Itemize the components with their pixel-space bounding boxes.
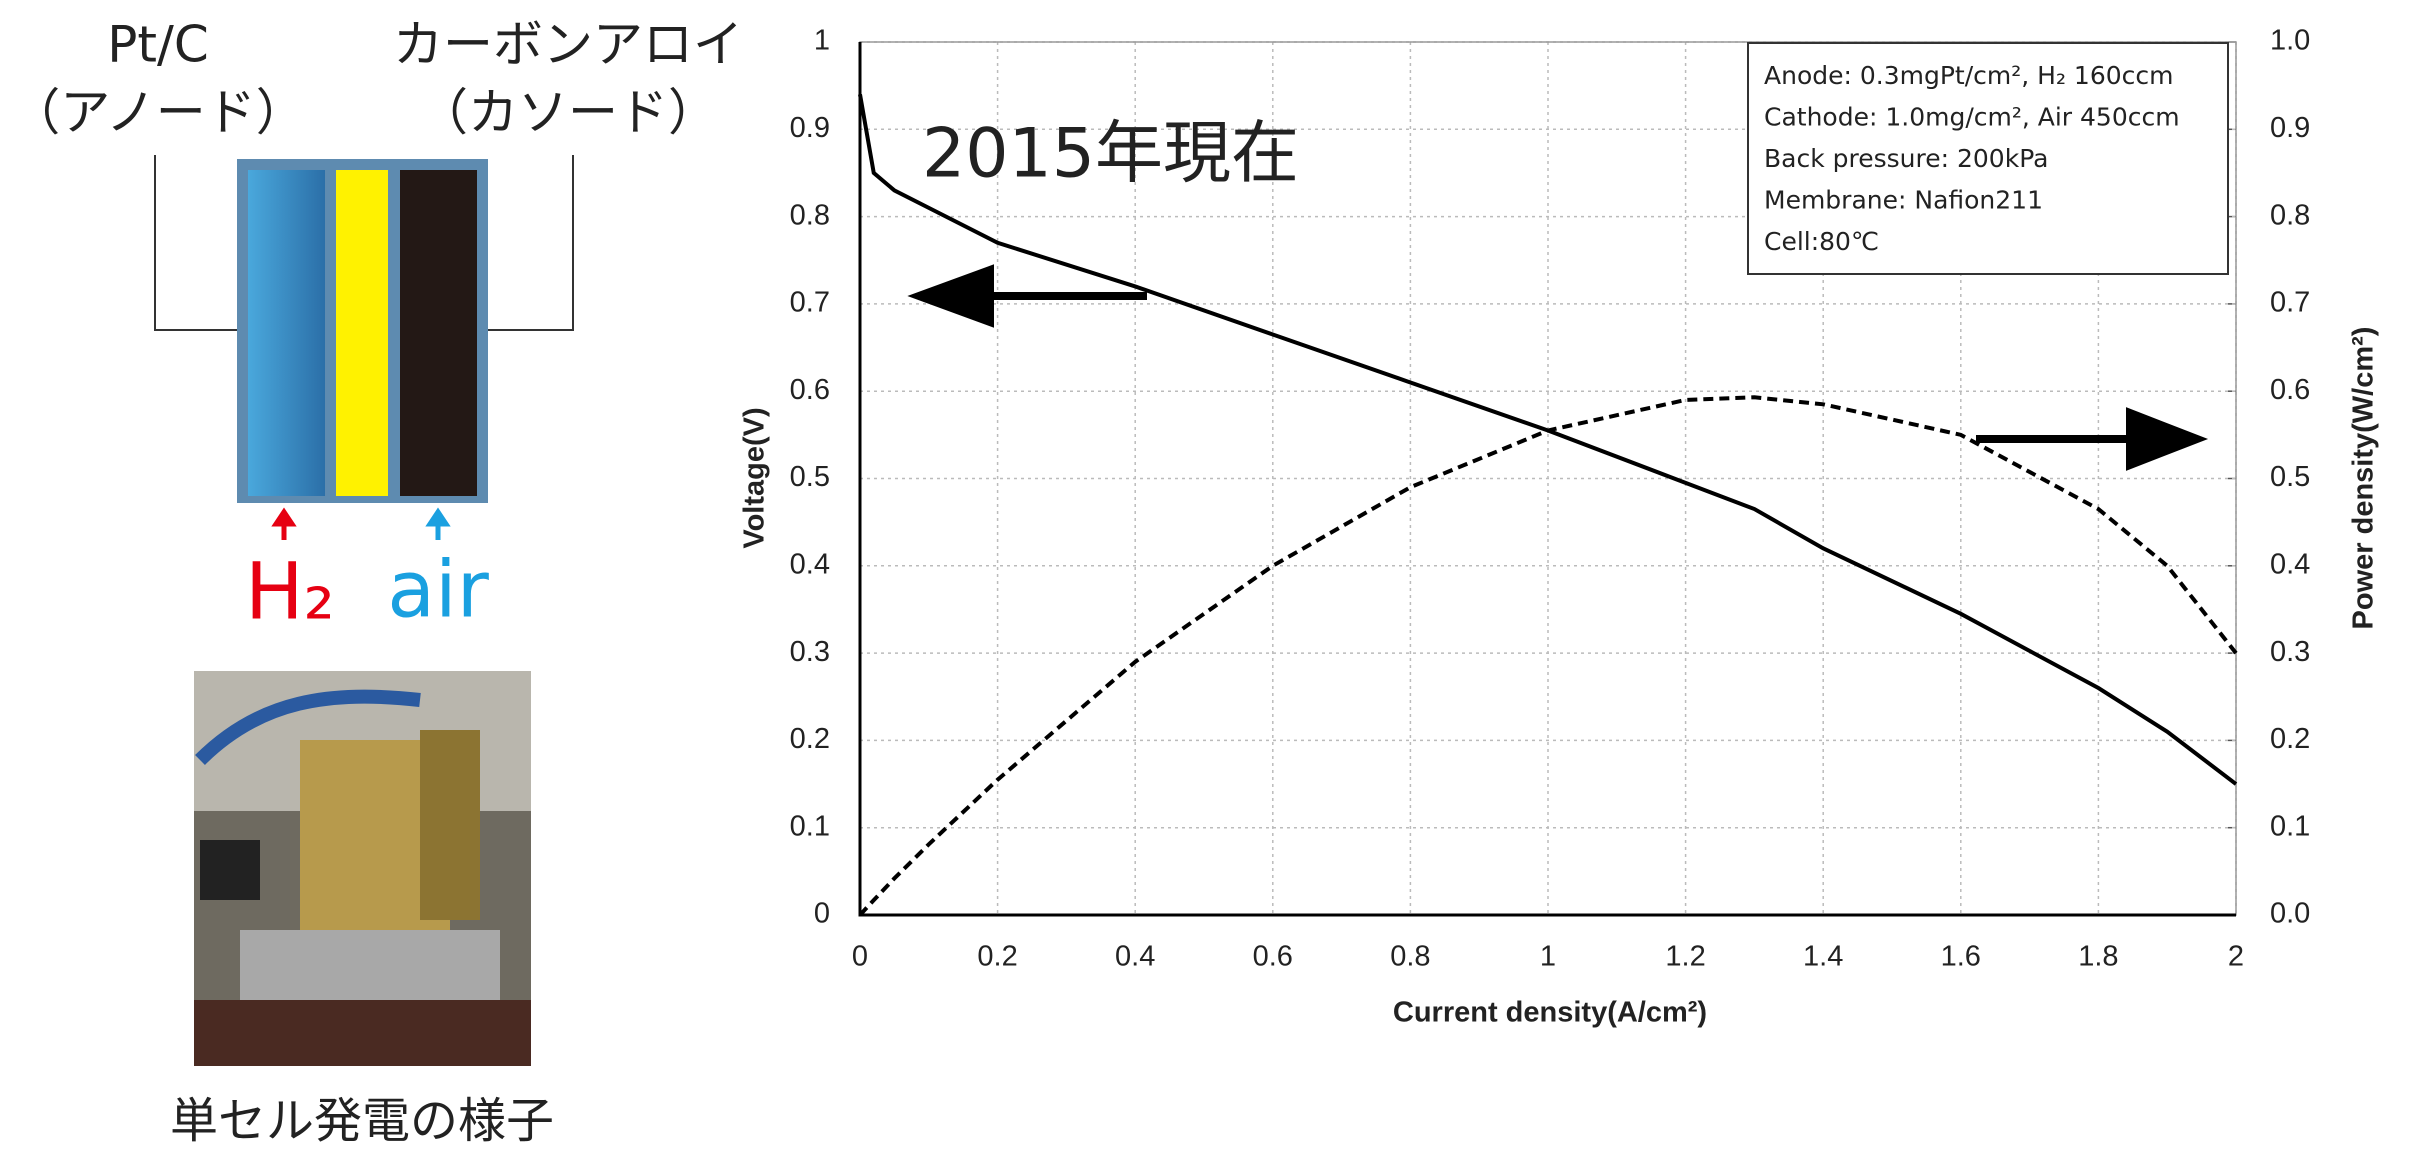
- x-tick-label: 2: [2228, 941, 2244, 973]
- right-arrow: [1976, 413, 2197, 465]
- y-tick-label: 0.2: [790, 723, 830, 755]
- condition-line: Cathode: 1.0mg/cm², Air 450ccm: [1764, 103, 2180, 132]
- y2-axis-title: Power density(W/cm²): [2348, 327, 2380, 630]
- y2-tick-label: 0.0: [2270, 898, 2310, 930]
- wire: [488, 155, 573, 330]
- y-tick-label: 0: [814, 898, 830, 930]
- anode-label: Pt/C: [107, 16, 209, 74]
- h2-label: H₂: [245, 547, 335, 637]
- cathode-label: カーボンアロイ: [393, 16, 743, 74]
- x-tick-label: 1.2: [1665, 941, 1705, 973]
- y-tick-label: 0.3: [790, 636, 830, 668]
- x-axis-title: Current density(A/cm²): [1393, 997, 1707, 1029]
- photo: [194, 671, 531, 1066]
- y-tick-label: 0.7: [790, 287, 830, 319]
- condition-line: Anode: 0.3mgPt/cm², H₂ 160ccm: [1764, 61, 2174, 90]
- x-tick-label: 0.8: [1390, 941, 1430, 973]
- y2-tick-label: 0.8: [2270, 199, 2310, 231]
- y2-tick-label: 0.1: [2270, 810, 2310, 842]
- x-tick-label: 1.4: [1803, 941, 1843, 973]
- x-tick-label: 0: [852, 941, 868, 973]
- x-tick-label: 1: [1540, 941, 1556, 973]
- y-tick-label: 0.6: [790, 374, 830, 406]
- y-tick-label: 0.5: [790, 461, 830, 493]
- y-tick-label: 1: [814, 25, 830, 57]
- page: Pt/C （アノード） カーボンアロイ （カソード） H₂ air 単セル発電の…: [0, 0, 2411, 1160]
- air-arrow: [430, 512, 446, 540]
- x-tick-label: 0.2: [977, 941, 1017, 973]
- membrane-layer: [336, 170, 388, 496]
- anode-layer: [248, 170, 325, 496]
- y-tick-label: 0.1: [790, 810, 830, 842]
- x-tick-label: 0.4: [1115, 941, 1155, 973]
- annotation: 2015年現在: [922, 115, 1299, 194]
- y-tick-label: 0.4: [790, 548, 830, 580]
- y2-tick-label: 1.0: [2270, 25, 2310, 57]
- y-axis-title: Voltage(V): [739, 407, 771, 548]
- air-label: air: [387, 545, 489, 635]
- y2-tick-label: 0.5: [2270, 461, 2310, 493]
- y2-tick-label: 0.4: [2270, 548, 2310, 580]
- h2-arrow: [276, 512, 292, 540]
- condition-line: Membrane: Nafion211: [1764, 186, 2043, 215]
- wire: [155, 155, 240, 330]
- photo-caption: 単セル発電の様子: [170, 1093, 554, 1149]
- condition-line: Back pressure: 200kPa: [1764, 144, 2048, 173]
- cell-diagram: Pt/C （アノード） カーボンアロイ （カソード） H₂ air 単セル発電の…: [10, 16, 743, 1150]
- cathode-layer: [400, 170, 477, 496]
- y2-tick-label: 0.3: [2270, 636, 2310, 668]
- y-tick-label: 0.8: [790, 199, 830, 231]
- y2-tick-label: 0.2: [2270, 723, 2310, 755]
- series-line: [860, 397, 2236, 915]
- y2-tick-label: 0.6: [2270, 374, 2310, 406]
- x-tick-label: 1.6: [1941, 941, 1981, 973]
- y2-tick-label: 0.9: [2270, 112, 2310, 144]
- chart: 1.0 0.9 0.8 0.7 0.6 0.5 0.4 0.3 0.2 0.1 0.0 1 0.9 0.8…: [739, 25, 2380, 1029]
- cathode-sub: （カソード）: [418, 84, 718, 142]
- y-tick-label: 0.9: [790, 112, 830, 144]
- y2-tick-label: 0.7: [2270, 287, 2310, 319]
- anode-sub: （アノード）: [10, 84, 306, 142]
- x-tick-label: 0.6: [1253, 941, 1293, 973]
- condition-line: Cell:80℃: [1764, 227, 1879, 256]
- x-tick-label: 1.8: [2078, 941, 2118, 973]
